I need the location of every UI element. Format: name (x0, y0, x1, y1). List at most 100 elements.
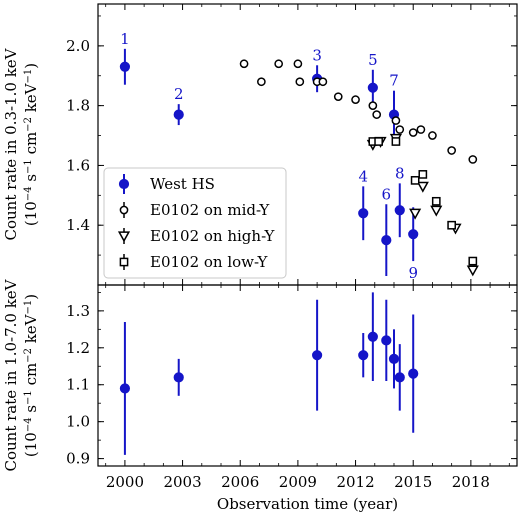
y-axis-label-units-part: −1 (23, 159, 34, 174)
top-panel: 1.4 1.6 1.8 2.0 Count rate in 0.3-1.0 keV (10… (2, 3, 518, 286)
data-point (367, 331, 378, 342)
data-point (381, 235, 392, 246)
x-tick-label: 2018 (452, 473, 490, 491)
data-point (410, 176, 420, 185)
data-point (318, 77, 328, 87)
data-point (239, 59, 249, 69)
data-point (173, 109, 184, 120)
data-point (274, 59, 284, 69)
y-axis-label-units-part: −4 (23, 417, 34, 432)
y-tick-label: 2.0 (66, 37, 90, 55)
y-axis-label-units-part: s (22, 174, 40, 186)
data-point (333, 92, 343, 102)
legend-label: West HS (150, 175, 215, 193)
data-point (418, 170, 428, 179)
legend-marker (118, 178, 130, 190)
data-point (391, 116, 401, 125)
x-tick-label: 2009 (279, 473, 317, 491)
x-tick-label: 2012 (336, 473, 374, 491)
x-tick-label: 2003 (163, 473, 201, 491)
y-axis-label-units-part: (10 (22, 201, 40, 226)
y-axis-label-units-part: −2 (23, 348, 34, 363)
legend-marker (119, 205, 129, 215)
y-tick-label: 1.3 (66, 302, 90, 320)
y-axis-label: Count rate in 1.0-7.0 keV (2, 278, 20, 471)
y-tick-label: 0.9 (66, 450, 90, 468)
y-axis-label-units-part: (10 (22, 432, 40, 457)
x-tick-label: 2015 (394, 473, 432, 491)
data-point (374, 137, 383, 146)
bottom-panel: 2000 2003 2006 2009 2012 2015 2018 0.9 1.0 1.1 1.2… (2, 278, 518, 513)
legend-label: E0102 on low-Y (150, 253, 268, 271)
data-point (312, 350, 323, 361)
point-label: 5 (368, 51, 378, 69)
data-point (468, 155, 478, 164)
data-point (372, 110, 382, 119)
y-axis-label-units-part: −4 (23, 186, 34, 201)
data-point (408, 128, 418, 137)
x-axis-label: Observation time (year) (217, 495, 398, 513)
y-axis-label-units-part: cm (22, 132, 40, 159)
data-point (394, 372, 405, 383)
data-point (368, 101, 378, 110)
y-axis-label: Count rate in 0.3-1.0 keV (2, 47, 20, 240)
y-tick-label: 1.6 (66, 156, 90, 174)
x-tick-label: 2000 (106, 473, 144, 491)
data-point (119, 383, 131, 394)
data-point (395, 125, 405, 134)
y-axis-label-units-part: s (22, 405, 40, 417)
data-point (257, 77, 266, 87)
data-point (358, 350, 369, 361)
data-point (367, 82, 378, 93)
data-point (430, 205, 443, 217)
y-tick-label: 1.4 (66, 216, 90, 234)
data-point (468, 256, 478, 266)
data-point (408, 229, 419, 240)
y-axis-label-units-part: −1 (23, 390, 34, 405)
legend-box (103, 167, 287, 279)
data-point (447, 146, 457, 155)
data-point (388, 353, 400, 364)
data-point (409, 208, 422, 220)
data-point (431, 196, 441, 206)
point-label: 2 (174, 85, 184, 103)
point-label: 7 (389, 72, 399, 90)
point-label: 9 (408, 264, 418, 282)
data-point (173, 372, 184, 383)
legend-marker (119, 257, 129, 267)
data-point (447, 220, 457, 230)
y-axis-label-units-part: −1 (23, 300, 34, 315)
legend-label: E0102 on mid-Y (150, 201, 270, 219)
legend-label: E0102 on high-Y (150, 227, 275, 245)
y-tick-label: 1.0 (66, 413, 90, 431)
y-axis-label-units-part: −1 (23, 69, 34, 84)
legend-marker (117, 231, 131, 243)
y-tick-label: 1.2 (66, 339, 90, 357)
point-label: 8 (395, 164, 405, 182)
y-axis-label-units: (10−4 s−1 cm−2 keV−1) (22, 63, 40, 226)
point-label: 3 (312, 46, 322, 64)
y-axis-label-units-part: keV (22, 82, 40, 117)
y-tick-label: 1.1 (66, 376, 90, 394)
point-label: 6 (382, 185, 392, 203)
data-point (358, 208, 369, 219)
y-axis-label-units-part: cm (22, 363, 40, 390)
x-tick-label: 2006 (221, 473, 259, 491)
data-point (351, 95, 360, 105)
data-point (293, 59, 303, 69)
data-point (391, 137, 401, 146)
y-axis-label-units-part: keV (22, 313, 40, 348)
point-label: 1 (120, 30, 130, 48)
data-point (408, 368, 419, 379)
data-point (428, 131, 437, 140)
data-point (466, 265, 479, 277)
y-axis-label-units: (10−4 s−1 cm−2 keV−1) (22, 294, 40, 457)
data-point (416, 125, 426, 134)
y-axis-label-units-part: ) (22, 63, 40, 69)
y-tick-label: 1.8 (66, 97, 90, 115)
data-point (381, 335, 392, 346)
y-axis-label-units-part: −2 (23, 117, 34, 132)
data-point (416, 181, 429, 193)
point-label: 4 (358, 167, 368, 185)
